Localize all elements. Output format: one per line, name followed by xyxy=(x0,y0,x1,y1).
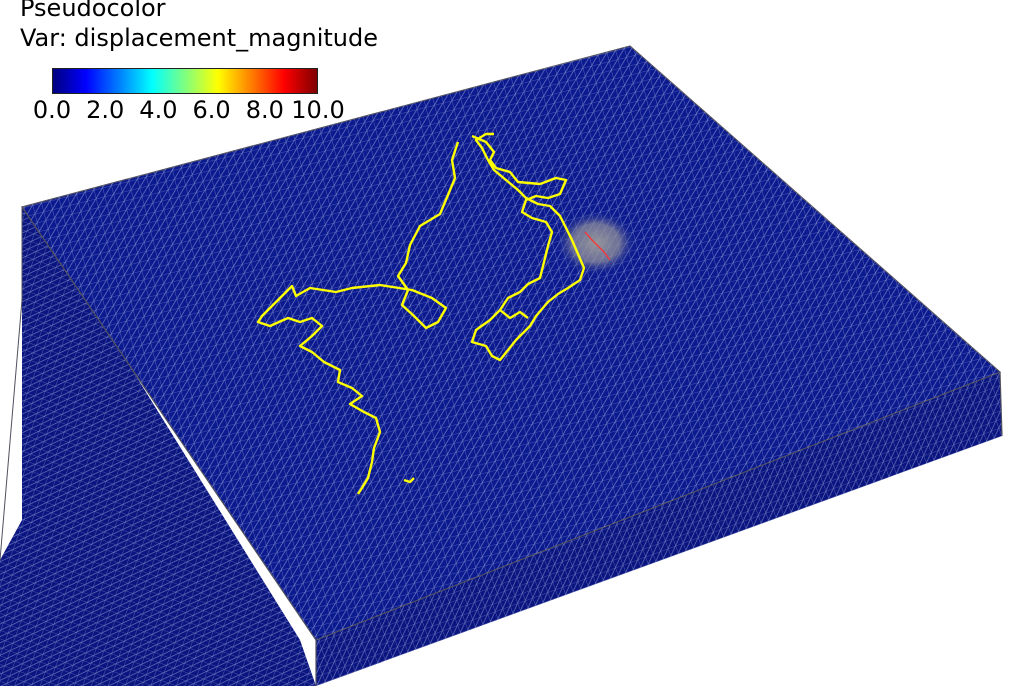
colorbar-tick-label: 8.0 xyxy=(245,96,284,124)
colorbar-tick-label: 6.0 xyxy=(192,96,231,124)
colorbar xyxy=(52,68,318,94)
coastline-overlay xyxy=(256,132,586,495)
legend-variable: Var: displacement_magnitude xyxy=(20,24,378,52)
coastline-islands xyxy=(470,132,586,362)
colorbar-tick-label: 10.0 xyxy=(291,96,345,124)
displacement-hotspot xyxy=(556,211,636,275)
colorbar-tick-label: 4.0 xyxy=(139,96,178,124)
mesh-side-wire-front xyxy=(316,372,1002,686)
mesh-side-wire-left xyxy=(0,207,316,686)
displacement-peak xyxy=(584,231,611,261)
colorbar-tick-label: 2.0 xyxy=(86,96,125,124)
legend-title: Pseudocolor xyxy=(20,0,166,22)
colorbar-tick-label: 0.0 xyxy=(32,96,72,124)
coastline-mainland xyxy=(256,141,460,495)
